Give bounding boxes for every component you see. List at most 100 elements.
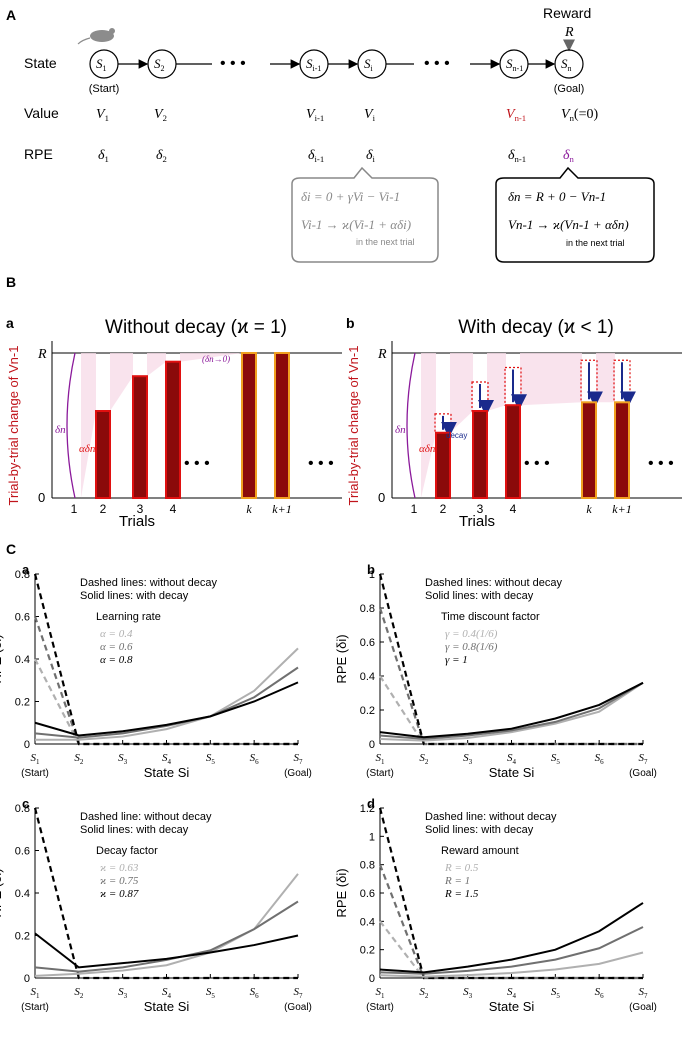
mouse-icon bbox=[77, 28, 115, 45]
alpha-delta-label: αδn bbox=[79, 443, 96, 455]
rpe-label-si1: δi-1 bbox=[308, 148, 324, 164]
legend-entry: γ = 0.8(1/6) bbox=[445, 641, 498, 653]
state-note-s1: (Start) bbox=[89, 83, 120, 95]
x-tick-label: S2 bbox=[74, 986, 84, 1000]
x-axis-label: State Si bbox=[489, 765, 535, 780]
panel-label-a: A bbox=[6, 7, 16, 23]
rpe-arc bbox=[406, 352, 416, 499]
rpe-label-s2: δ2 bbox=[156, 148, 167, 164]
y-tick-label: 0.2 bbox=[15, 931, 30, 943]
update-shading bbox=[110, 353, 133, 411]
legend-head-line: Solid lines: with decay bbox=[425, 590, 534, 602]
row-label-rpe: RPE bbox=[24, 146, 53, 162]
x-note-goal: (Goal) bbox=[629, 768, 657, 779]
value-bar-trial-3 bbox=[472, 410, 488, 499]
panel-label-b: B bbox=[6, 274, 16, 290]
legend-entry: γ = 1 bbox=[445, 654, 468, 666]
rpe-label-sn: δn bbox=[563, 148, 575, 164]
x-tick-2: 2 bbox=[440, 502, 447, 516]
series-solid-0 bbox=[379, 951, 644, 978]
y-tick-label: 0.8 bbox=[15, 803, 30, 815]
x-tick-label: S4 bbox=[507, 986, 517, 1000]
y-tick-label: 0.4 bbox=[360, 671, 375, 683]
ellipsis-mid: • • • bbox=[184, 455, 210, 472]
legend-entry: ϰ = 0.75 bbox=[100, 875, 139, 887]
legend-entry: α = 0.8 bbox=[100, 654, 133, 666]
ellipsis-end: • • • bbox=[648, 455, 674, 472]
state-symbol-s1: S1 bbox=[96, 56, 107, 73]
value-bar-trial-2 bbox=[95, 410, 111, 499]
legend-title: Learning rate bbox=[96, 611, 161, 623]
x-tick-label: S5 bbox=[551, 986, 561, 1000]
x-tick-label: S1 bbox=[376, 986, 386, 1000]
x-tick-3: 3 bbox=[137, 502, 144, 516]
x-tick-label: S7 bbox=[639, 986, 649, 1000]
legend-title: Reward amount bbox=[441, 845, 519, 857]
row-label-state: State bbox=[24, 55, 57, 71]
y-tick-label: 0.6 bbox=[15, 846, 30, 858]
alpha-delta-label: αδn bbox=[419, 443, 436, 455]
y-tick-label: 0.2 bbox=[15, 697, 30, 709]
y-axis-label: RPE (δi) bbox=[0, 868, 4, 917]
y-tick-label: 0.2 bbox=[360, 705, 375, 717]
state-symbol-s2: S2 bbox=[154, 56, 165, 73]
x-tick-label: S3 bbox=[463, 752, 473, 766]
series-dashed-2 bbox=[378, 573, 643, 746]
update-shading bbox=[596, 353, 615, 403]
y-tick-label: 0.6 bbox=[360, 888, 375, 900]
ellipsis-mid: • • • bbox=[524, 455, 550, 472]
legend-entry: ϰ = 0.63 bbox=[100, 862, 139, 874]
x-tick-label: S3 bbox=[463, 986, 473, 1000]
y-tick-label: 1 bbox=[369, 569, 375, 581]
state-symbol-sn1: Sn-1 bbox=[506, 56, 523, 73]
series-solid-2 bbox=[379, 681, 644, 739]
state-note-sn: (Goal) bbox=[554, 83, 585, 95]
series-solid-0 bbox=[35, 647, 299, 741]
update-shading bbox=[180, 353, 242, 362]
chart-letter: c bbox=[22, 796, 29, 811]
legend-head-line: Solid lines: with decay bbox=[80, 590, 189, 602]
y-axis-label: RPE (δi) bbox=[334, 868, 349, 917]
value-label-sn: Vn(=0) bbox=[561, 107, 598, 123]
legend-head-line: Solid lines: with decay bbox=[80, 824, 189, 836]
rpe-label: δn bbox=[395, 424, 406, 436]
row-label-value: Value bbox=[24, 105, 59, 121]
x-note-goal: (Goal) bbox=[629, 1002, 657, 1013]
series-dashed-2 bbox=[378, 807, 643, 980]
x-tick-k: k bbox=[246, 502, 252, 516]
x-axis-label: State Si bbox=[144, 999, 190, 1014]
series-solid-1 bbox=[34, 900, 299, 973]
x-tick-label: S3 bbox=[118, 986, 127, 1000]
chart-letter: b bbox=[367, 562, 375, 577]
x-tick-4: 4 bbox=[510, 502, 517, 516]
x-tick-1: 1 bbox=[411, 502, 418, 516]
x-tick-label: S5 bbox=[206, 986, 216, 1000]
black-eq-rpe: δn = R + 0 − Vn-1 bbox=[508, 189, 606, 204]
legend-entry: ϰ = 0.87 bbox=[100, 888, 139, 900]
panel-c-charts: a 0 0.2 0.4 0.6 0.8 S1 S2 S3 S4 S5 S6 S7 (Start) (Goal… bbox=[0, 562, 657, 1014]
value-label-s1: V1 bbox=[96, 107, 109, 123]
x-axis-label: Trials bbox=[459, 513, 495, 530]
x-axis-label: State Si bbox=[489, 999, 535, 1014]
y-tick-label: 1.2 bbox=[360, 803, 375, 815]
x-tick-label: S6 bbox=[250, 986, 260, 1000]
y-tick-R: R bbox=[377, 347, 387, 362]
series-dashed-2 bbox=[33, 573, 298, 746]
legend-head-line: Solid lines: with decay bbox=[425, 824, 534, 836]
x-tick-1: 1 bbox=[71, 502, 78, 516]
legend-head-line: Dashed lines: without decay bbox=[425, 577, 562, 589]
legend-title: Decay factor bbox=[96, 845, 158, 857]
sub-letter-b: b bbox=[346, 315, 355, 331]
value-bar-trial-4 bbox=[165, 360, 181, 500]
x-tick-label: S6 bbox=[595, 752, 605, 766]
x-tick-label: S2 bbox=[419, 752, 429, 766]
rpe-label-sn1: δn-1 bbox=[508, 148, 526, 164]
x-tick-label: S4 bbox=[162, 752, 172, 766]
value-label-si: Vi bbox=[364, 107, 376, 123]
update-shading bbox=[520, 353, 582, 406]
legend-entry: α = 0.4 bbox=[100, 628, 133, 640]
value-bar-trial-k bbox=[581, 401, 597, 499]
rpe-label-si: δi bbox=[366, 148, 376, 164]
value-bar-trial-k+1 bbox=[614, 401, 630, 499]
